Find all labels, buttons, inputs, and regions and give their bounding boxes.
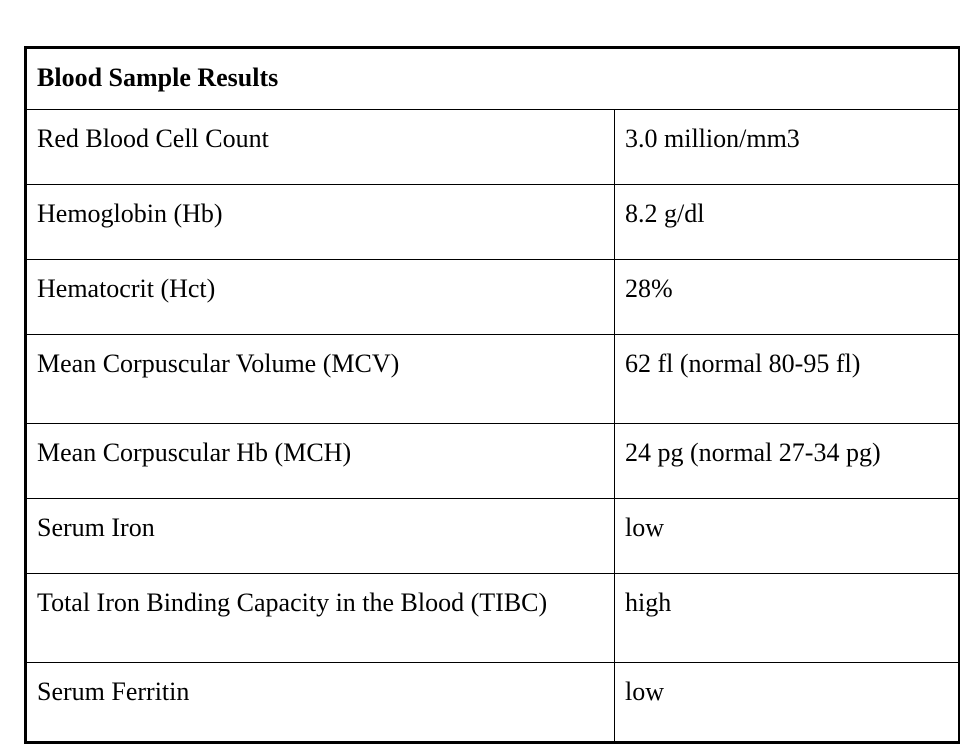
table-title: Blood Sample Results [24, 47, 960, 110]
row-label: Mean Corpuscular Volume (MCV) [25, 334, 615, 424]
table-row: Hemoglobin (Hb) 8.2 g/dl [25, 184, 960, 260]
row-label: Serum Iron [25, 498, 615, 574]
row-value: 8.2 g/dl [613, 184, 960, 260]
row-value: low [613, 662, 960, 743]
row-value: 3.0 million/mm3 [613, 109, 960, 185]
row-value: 28% [613, 259, 960, 335]
table-row: Hematocrit (Hct) 28% [25, 259, 960, 335]
table-row: Mean Corpuscular Hb (MCH) 24 pg (normal … [25, 423, 960, 499]
table-row: Red Blood Cell Count 3.0 million/mm3 [25, 109, 960, 185]
table-title-row: Blood Sample Results [24, 47, 960, 110]
table-row: Total Iron Binding Capacity in the Blood… [25, 573, 960, 663]
row-label: Hematocrit (Hct) [25, 259, 615, 335]
row-value: 62 fl (normal 80-95 fl) [613, 334, 960, 424]
row-value: low [613, 498, 960, 574]
table-row: Serum Iron low [25, 498, 960, 574]
table-row: Mean Corpuscular Volume (MCV) 62 fl (nor… [25, 334, 960, 424]
row-label: Red Blood Cell Count [25, 109, 615, 185]
row-label: Serum Ferritin [25, 662, 615, 743]
row-label: Total Iron Binding Capacity in the Blood… [25, 573, 615, 663]
row-label: Mean Corpuscular Hb (MCH) [25, 423, 615, 499]
row-value: 24 pg (normal 27-34 pg) [613, 423, 960, 499]
row-value: high [613, 573, 960, 663]
row-label: Hemoglobin (Hb) [25, 184, 615, 260]
blood-results-table: Blood Sample Results Red Blood Cell Coun… [24, 46, 960, 744]
table-row: Serum Ferritin low [25, 662, 960, 743]
